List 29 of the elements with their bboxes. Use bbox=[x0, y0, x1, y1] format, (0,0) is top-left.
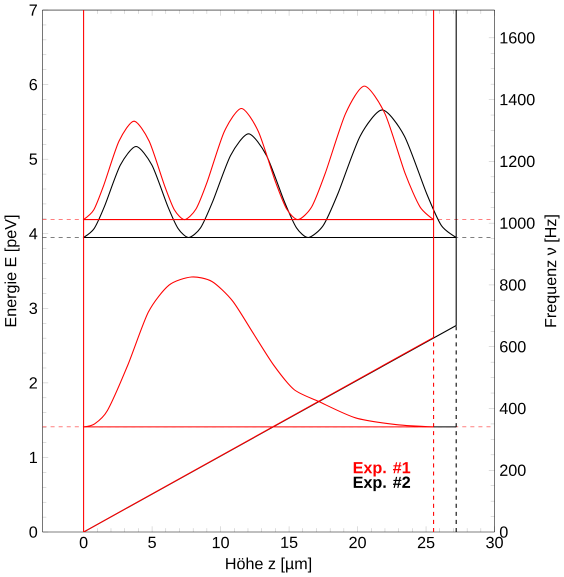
y-tick-label: 6 bbox=[30, 78, 38, 90]
text: Exp. #1 bbox=[354, 462, 410, 477]
x-tick-label: 25 bbox=[418, 536, 434, 548]
x-tick-label: 10 bbox=[212, 536, 229, 548]
y-tick-label: 4 bbox=[29, 228, 38, 240]
x-axis-title: Höhe z [µm] bbox=[226, 557, 312, 573]
y-tick-label: 5 bbox=[29, 154, 38, 165]
y-tick-label: 3 bbox=[29, 302, 38, 314]
x-tick-label: 5 bbox=[148, 536, 156, 548]
y2-tick-label: 600 bbox=[500, 341, 526, 352]
y2-tick-label: 200 bbox=[500, 464, 526, 476]
x-tick-label: 30 bbox=[486, 536, 503, 548]
y-axis-title: Energie E [peV] bbox=[4, 216, 20, 326]
text: Exp. #2 bbox=[354, 476, 410, 492]
x-tick-label: 0 bbox=[80, 536, 88, 548]
y2-tick-label: 400 bbox=[500, 402, 526, 414]
x-tick-label: 20 bbox=[349, 536, 366, 548]
y2-axis-title: Frequenz ν [Hz] bbox=[544, 215, 560, 327]
y2-tick-label: 0 bbox=[500, 526, 508, 538]
y2-tick-label: 800 bbox=[500, 279, 526, 291]
x-tick-label: 15 bbox=[281, 536, 298, 548]
y-tick-label: 7 bbox=[30, 4, 37, 16]
y-tick-label: 2 bbox=[30, 377, 37, 389]
y2-tick-label: 1000 bbox=[500, 217, 535, 229]
y2-tick-label: 1600 bbox=[500, 32, 535, 44]
y-tick-label: 0 bbox=[29, 526, 38, 538]
y2-tick-label: 1200 bbox=[500, 156, 535, 168]
y-tick-label: 1 bbox=[30, 452, 37, 464]
y2-tick-label: 1400 bbox=[500, 94, 535, 106]
